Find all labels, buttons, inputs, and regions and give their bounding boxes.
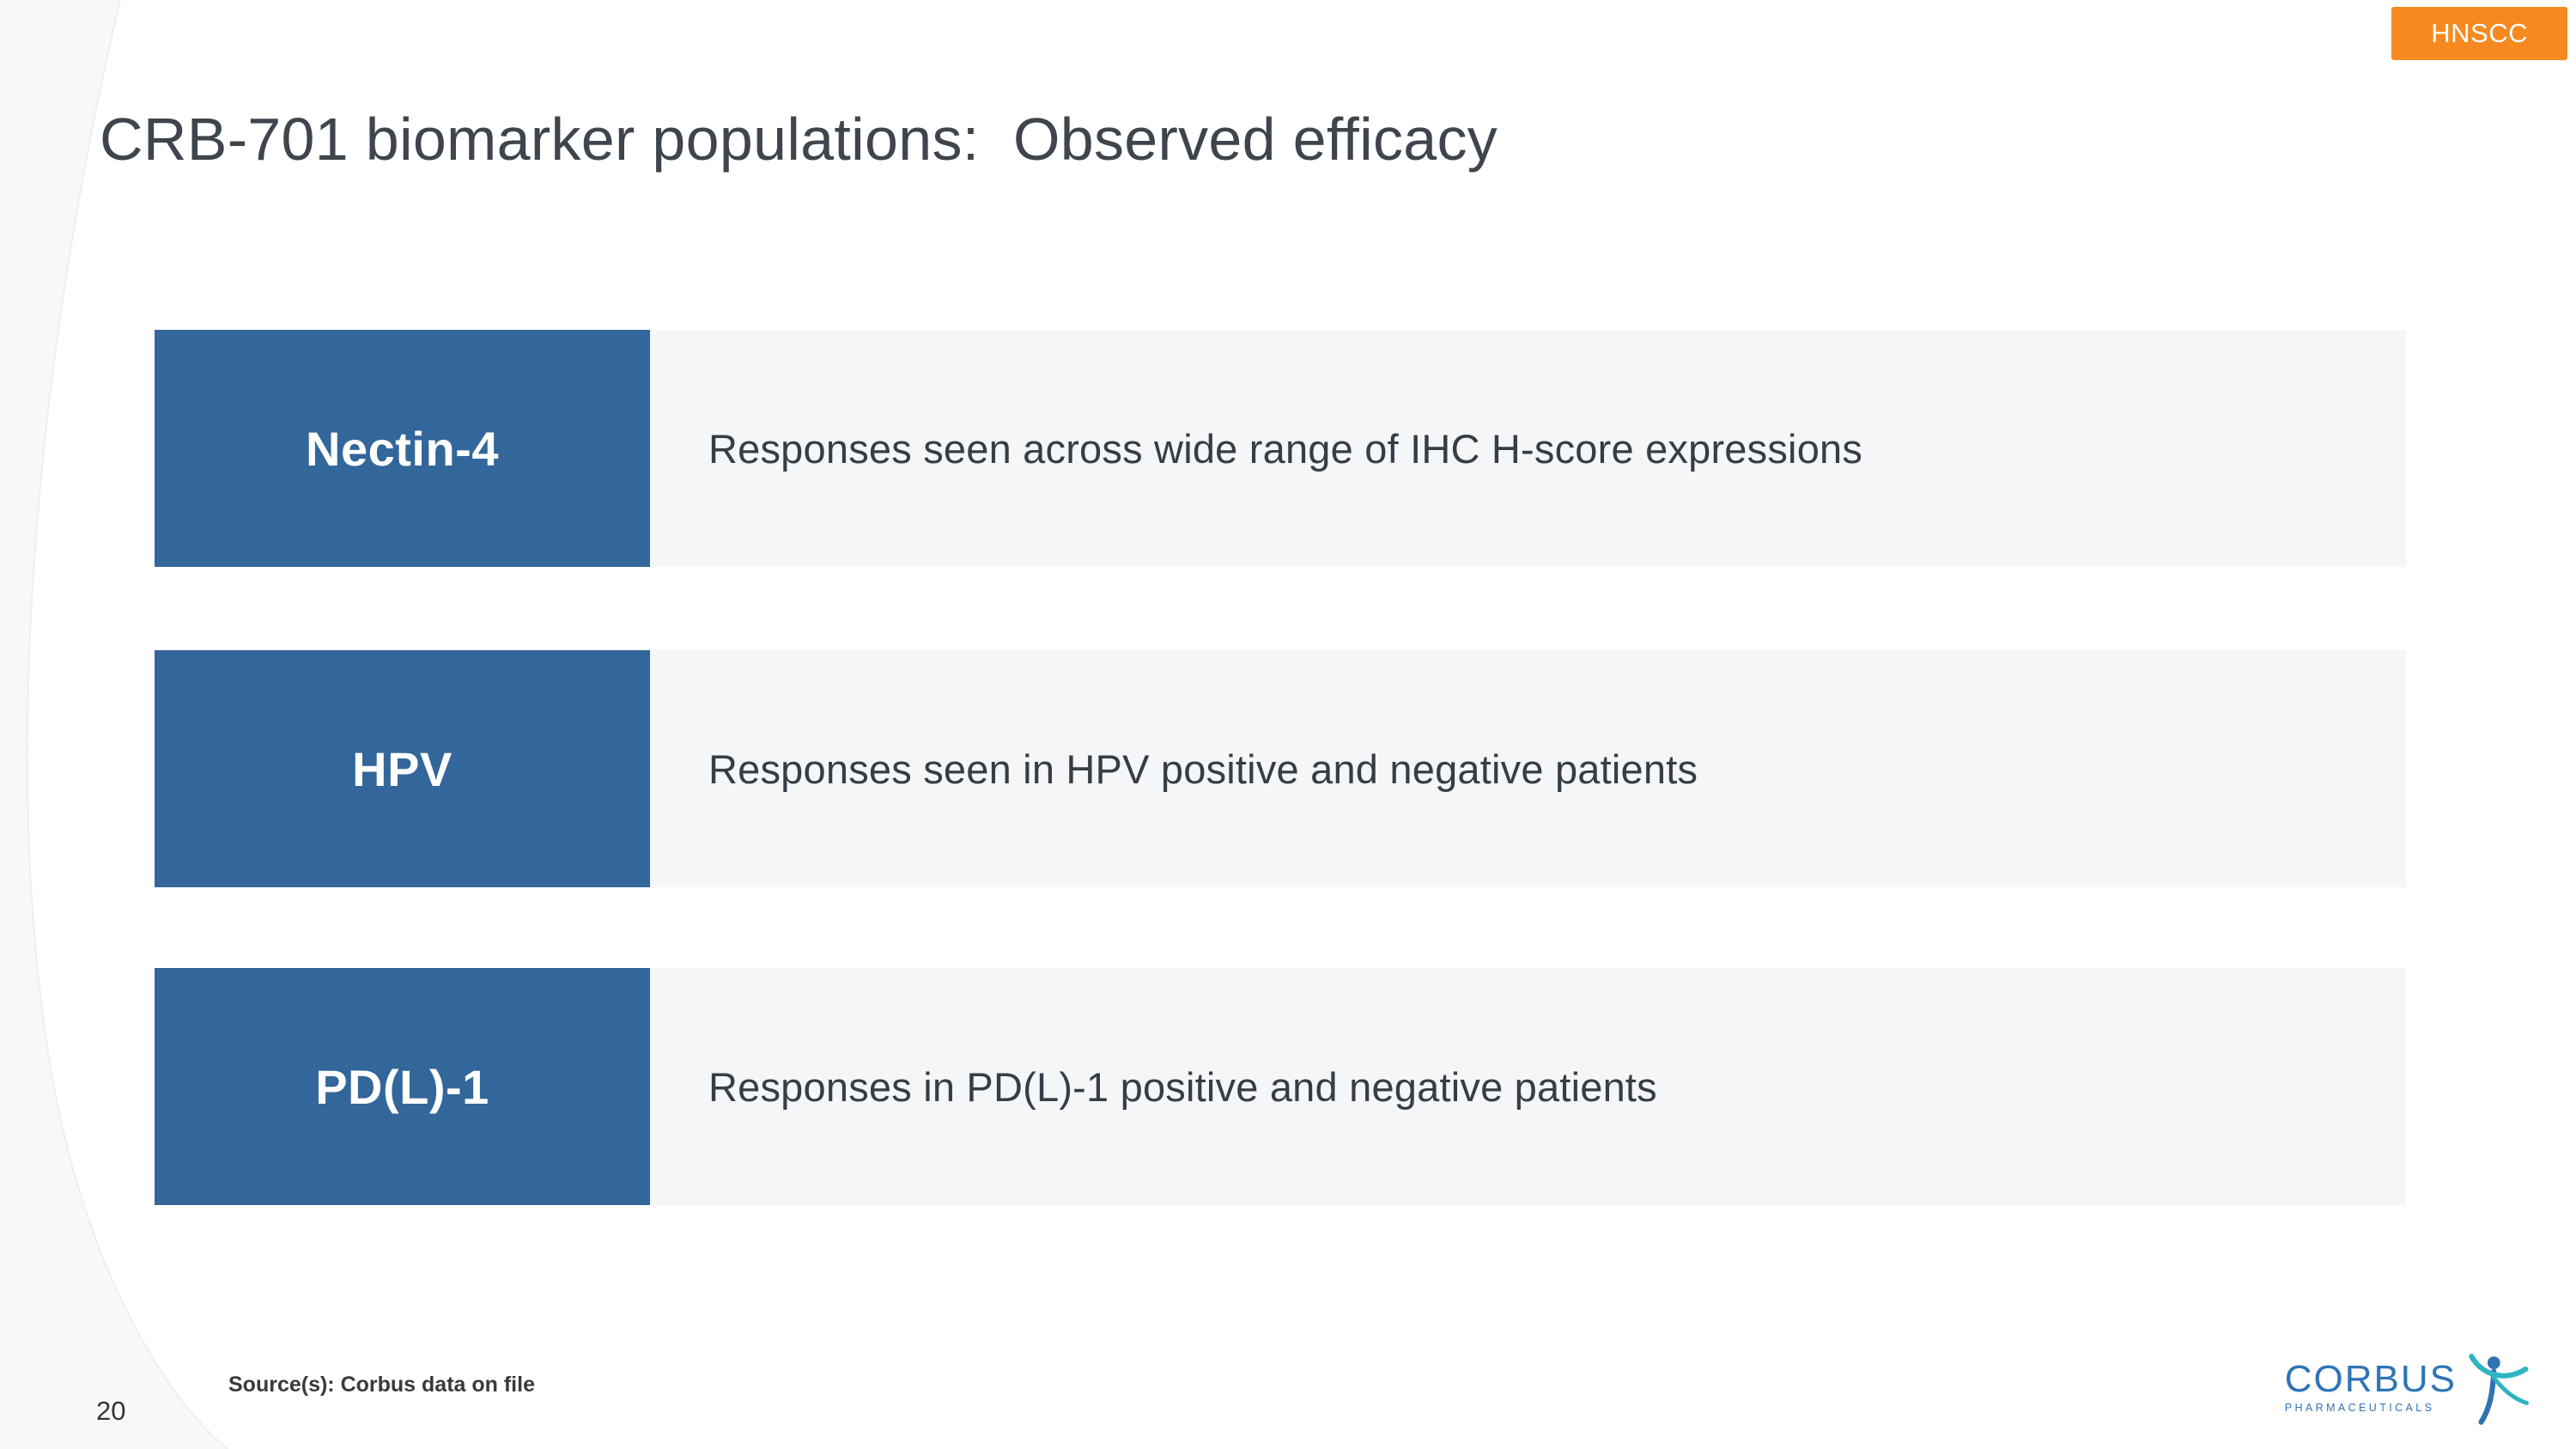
biomarker-row-pdl1: PD(L)-1 Responses in PD(L)-1 positive an…	[155, 968, 2406, 1205]
corbus-logo: CORBUS PHARMACEUTICALS	[2285, 1349, 2529, 1425]
hnscc-badge: HNSCC	[2391, 7, 2567, 60]
biomarker-label: Nectin-4	[155, 330, 650, 567]
biomarker-label: HPV	[155, 650, 650, 887]
biomarker-row-hpv: HPV Responses seen in HPV positive and n…	[155, 650, 2406, 887]
page-title: CRB-701 biomarker populations: Observed …	[100, 106, 1498, 173]
left-curve-decoration	[0, 0, 228, 1449]
page-number: 20	[96, 1396, 126, 1426]
biomarker-description: Responses seen across wide range of IHC …	[650, 330, 2406, 567]
corbus-logo-subtext: PHARMACEUTICALS	[2284, 1402, 2435, 1414]
corbus-logo-text: CORBUS PHARMACEUTICALS	[2284, 1358, 2457, 1415]
biomarker-row-nectin4: Nectin-4 Responses seen across wide rang…	[155, 330, 2406, 567]
corbus-logo-name: CORBUS	[2284, 1358, 2457, 1400]
biomarker-label: PD(L)-1	[155, 968, 650, 1205]
corbus-figure-icon	[2469, 1354, 2529, 1425]
source-note: Source(s): Corbus data on file	[228, 1373, 535, 1397]
biomarker-description: Responses in PD(L)-1 positive and negati…	[650, 968, 2406, 1205]
biomarker-description: Responses seen in HPV positive and negat…	[650, 650, 2406, 887]
